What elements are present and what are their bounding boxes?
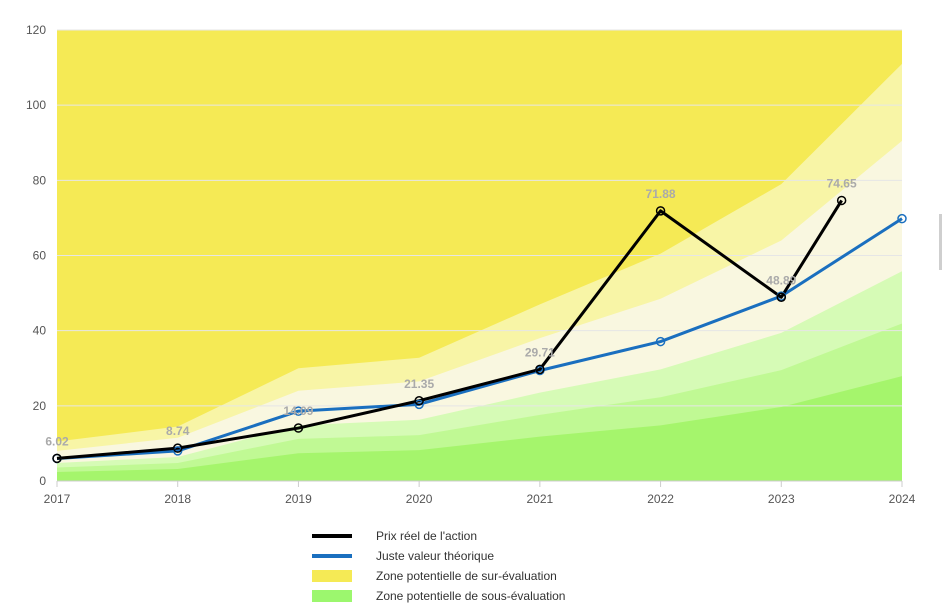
legend-item-overvaluation[interactable]: Zone potentielle de sur-évaluation [312, 566, 565, 586]
x-tick-label: 2019 [285, 492, 312, 506]
fair-value-point [172, 446, 183, 456]
fair-value-point [897, 213, 907, 224]
x-tick-label: 2020 [406, 492, 433, 506]
price-data-label: 29.71 [525, 345, 555, 359]
price-point [414, 396, 424, 406]
legend-label-undervaluation: Zone potentielle de sous-évaluation [376, 589, 566, 603]
y-tick-label: 120 [26, 23, 46, 37]
y-tick-label: 60 [33, 249, 47, 263]
legend-item-undervaluation[interactable]: Zone potentielle de sous-évaluation [312, 586, 565, 606]
price-point [52, 453, 62, 464]
legend-item-price[interactable]: Prix réel de l'action [312, 526, 565, 546]
price-data-label: 74.65 [827, 176, 857, 190]
legend-item-fair-value[interactable]: Juste valeur théorique [312, 546, 565, 566]
overvaluation-swatch [312, 570, 352, 582]
undervaluation-band-2 [57, 376, 902, 481]
price-data-label: 14.09 [283, 404, 313, 418]
price-point [172, 443, 183, 453]
legend-label-overvaluation: Zone potentielle de sur-évaluation [376, 569, 557, 583]
price-data-label: 48.89 [766, 273, 796, 287]
price-point [535, 364, 545, 375]
price-line [56, 199, 843, 460]
price-point [776, 292, 787, 303]
x-tick-label: 2022 [647, 492, 674, 506]
fair-value-point [293, 406, 304, 416]
series-points [52, 195, 907, 464]
y-axis: 0 20 40 60 80 100 120 [26, 23, 46, 488]
x-tick-label: 2018 [164, 492, 191, 506]
price-point [293, 423, 304, 433]
fair-value-line-swatch [312, 554, 352, 558]
y-tick-label: 40 [33, 324, 47, 338]
y-tick-label: 20 [33, 399, 47, 413]
price-data-label: 8.74 [166, 424, 190, 438]
price-point [836, 195, 847, 206]
price-data-label: 21.35 [404, 377, 434, 391]
price-line-swatch [312, 534, 352, 538]
x-axis: 2017 2018 2019 2020 2021 2022 2023 2024 [44, 480, 916, 506]
scrollbar-handle[interactable] [939, 214, 942, 270]
undervaluation-swatch [312, 590, 352, 602]
price-data-label: 71.88 [646, 187, 676, 201]
x-tick-label: 2024 [889, 492, 916, 506]
fair-value-point [414, 399, 424, 410]
valuation-chart: 0 20 40 60 80 100 120 2017 2018 2019 2020 2021 2022… [26, 23, 916, 506]
y-tick-label: 0 [39, 474, 46, 488]
series-lines [56, 199, 903, 460]
y-tick-label: 100 [26, 98, 46, 112]
legend-label-price: Prix réel de l'action [376, 529, 478, 543]
x-tick-label: 2017 [44, 492, 71, 506]
data-labels: 6.02 8.74 14.09 21.35 29.71 71.88 48.89 74.65 [45, 176, 857, 448]
y-tick-label: 80 [33, 173, 47, 187]
price-point [655, 206, 666, 216]
fair-value-point [655, 336, 666, 347]
legend-label-fair-value: Juste valeur théorique [376, 549, 495, 563]
legend: Prix réel de l'action Juste valeur théor… [312, 526, 565, 606]
x-tick-label: 2021 [527, 492, 554, 506]
price-data-label: 6.02 [45, 434, 69, 448]
x-tick-label: 2023 [768, 492, 795, 506]
